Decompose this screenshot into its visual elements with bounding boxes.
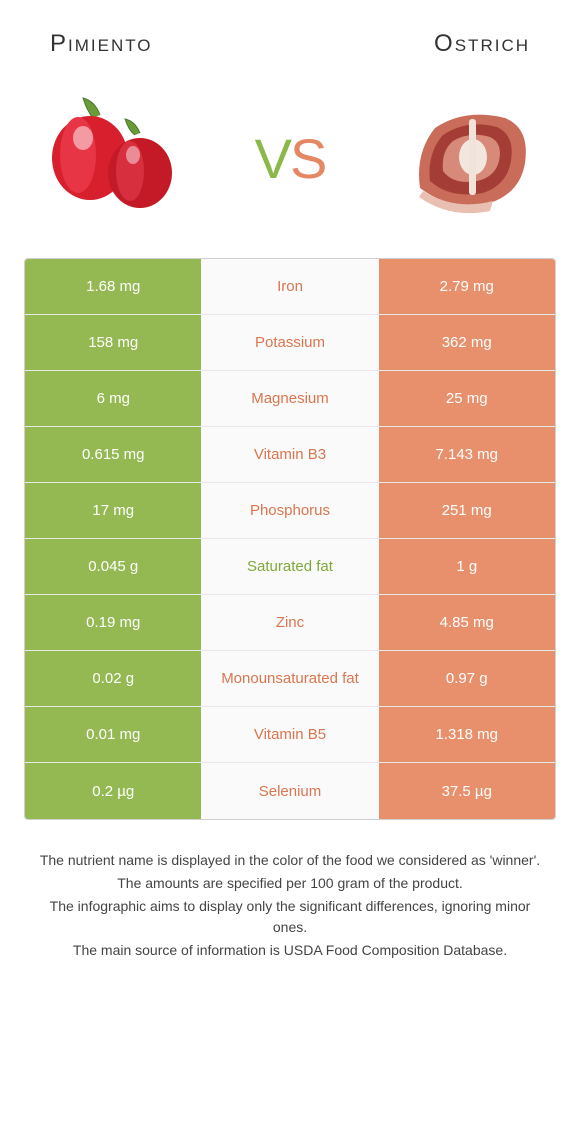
nutrient-name: Phosphorus — [201, 483, 378, 538]
table-row: 1.68 mgIron2.79 mg — [25, 259, 555, 315]
nutrient-name: Vitamin B5 — [201, 707, 378, 762]
left-value: 6 mg — [25, 371, 201, 426]
left-value: 0.19 mg — [25, 595, 201, 650]
vs-v: V — [255, 127, 290, 190]
nutrient-name: Vitamin B3 — [201, 427, 378, 482]
meat-icon — [395, 93, 545, 223]
vs-s: S — [290, 127, 325, 190]
right-value: 7.143 mg — [379, 427, 555, 482]
left-value: 0.02 g — [25, 651, 201, 706]
vs-row: VS — [20, 78, 560, 258]
header-row: Pimiento Ostrich — [20, 20, 560, 78]
ostrich-image — [390, 88, 550, 228]
nutrient-name: Monounsaturated fat — [201, 651, 378, 706]
nutrient-table: 1.68 mgIron2.79 mg158 mgPotassium362 mg6… — [24, 258, 556, 820]
nutrient-name: Zinc — [201, 595, 378, 650]
left-value: 1.68 mg — [25, 259, 201, 314]
right-food-name: Ostrich — [434, 30, 530, 58]
footer-line-2: The amounts are specified per 100 gram o… — [32, 873, 548, 894]
right-value: 251 mg — [379, 483, 555, 538]
left-value: 17 mg — [25, 483, 201, 538]
right-value: 1.318 mg — [379, 707, 555, 762]
left-food-name: Pimiento — [50, 30, 153, 58]
left-value: 158 mg — [25, 315, 201, 370]
table-row: 158 mgPotassium362 mg — [25, 315, 555, 371]
nutrient-name: Selenium — [201, 763, 378, 819]
right-value: 362 mg — [379, 315, 555, 370]
left-value: 0.615 mg — [25, 427, 201, 482]
right-value: 37.5 µg — [379, 763, 555, 819]
table-row: 0.045 gSaturated fat1 g — [25, 539, 555, 595]
left-value: 0.045 g — [25, 539, 201, 594]
right-value: 0.97 g — [379, 651, 555, 706]
pimiento-image — [30, 88, 190, 228]
right-value: 4.85 mg — [379, 595, 555, 650]
pepper-icon — [35, 93, 185, 223]
footer-line-1: The nutrient name is displayed in the co… — [32, 850, 548, 871]
right-value: 2.79 mg — [379, 259, 555, 314]
table-row: 17 mgPhosphorus251 mg — [25, 483, 555, 539]
table-row: 0.615 mgVitamin B37.143 mg — [25, 427, 555, 483]
vs-label: VS — [255, 126, 326, 191]
footer-line-4: The main source of information is USDA F… — [32, 940, 548, 961]
table-row: 6 mgMagnesium25 mg — [25, 371, 555, 427]
left-value: 0.01 mg — [25, 707, 201, 762]
footer-notes: The nutrient name is displayed in the co… — [20, 820, 560, 961]
nutrient-name: Magnesium — [201, 371, 378, 426]
right-value: 1 g — [379, 539, 555, 594]
right-value: 25 mg — [379, 371, 555, 426]
table-row: 0.02 gMonounsaturated fat0.97 g — [25, 651, 555, 707]
nutrient-name: Potassium — [201, 315, 378, 370]
nutrient-name: Iron — [201, 259, 378, 314]
table-row: 0.19 mgZinc4.85 mg — [25, 595, 555, 651]
nutrient-name: Saturated fat — [201, 539, 378, 594]
table-row: 0.2 µgSelenium37.5 µg — [25, 763, 555, 819]
table-row: 0.01 mgVitamin B51.318 mg — [25, 707, 555, 763]
left-value: 0.2 µg — [25, 763, 201, 819]
footer-line-3: The infographic aims to display only the… — [32, 896, 548, 938]
